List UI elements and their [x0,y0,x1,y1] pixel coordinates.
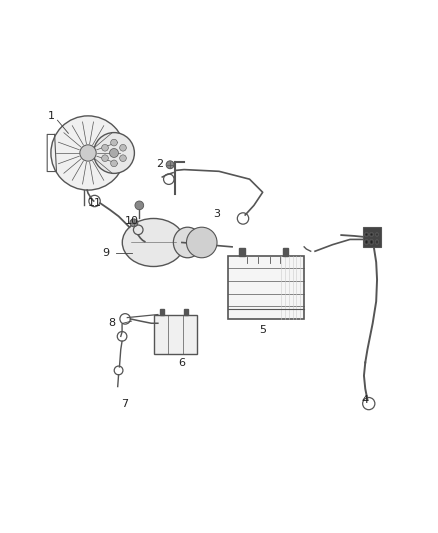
Circle shape [102,144,108,151]
Bar [228,256,304,319]
Circle shape [120,144,126,151]
Text: 2: 2 [156,159,164,169]
Text: 9: 9 [102,248,109,259]
Bar [376,232,378,236]
Text: 3: 3 [213,209,220,219]
Text: 10: 10 [125,216,139,225]
Circle shape [135,201,144,210]
Ellipse shape [122,219,185,266]
Text: 5: 5 [259,325,266,335]
Bar [371,232,373,236]
Text: 6: 6 [178,358,185,368]
Circle shape [94,133,134,173]
Bar [160,309,164,314]
Bar [365,240,368,244]
Circle shape [166,161,174,169]
Text: 7: 7 [122,399,129,409]
Text: 1: 1 [47,111,54,121]
Text: 8: 8 [109,318,116,328]
Circle shape [120,155,126,161]
Bar [365,232,368,236]
Circle shape [80,145,96,161]
Bar [239,248,244,256]
Circle shape [111,139,117,146]
Bar [153,314,197,354]
Bar [184,309,188,314]
Circle shape [110,149,118,157]
Circle shape [130,219,138,227]
Circle shape [111,160,117,167]
Circle shape [51,116,125,190]
Bar [283,248,288,256]
Bar [363,227,381,247]
Bar [371,240,373,244]
Circle shape [187,227,217,258]
Ellipse shape [173,227,202,258]
Text: 4: 4 [362,394,369,405]
Text: 11: 11 [88,198,102,208]
Bar [376,240,378,244]
Circle shape [102,155,108,161]
